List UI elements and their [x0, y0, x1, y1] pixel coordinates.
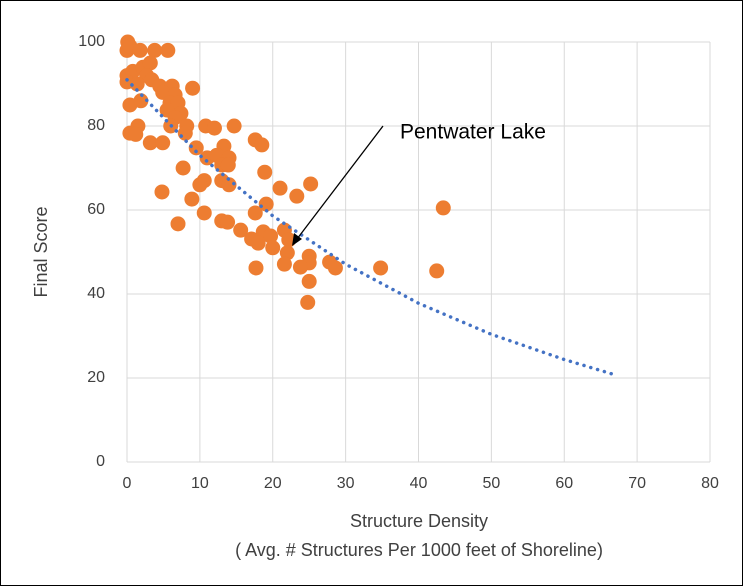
- point: [185, 80, 201, 96]
- point: [247, 205, 263, 221]
- y-tick-label: 80: [87, 117, 105, 134]
- y-tick-label: 100: [78, 33, 105, 50]
- point: [258, 196, 274, 212]
- point: [257, 164, 273, 180]
- point: [155, 84, 171, 100]
- x-tick-label: 40: [410, 475, 428, 492]
- point: [250, 235, 266, 251]
- x-tick-label: 30: [337, 475, 355, 492]
- point: [300, 294, 316, 310]
- point: [301, 273, 317, 289]
- point: [429, 263, 445, 279]
- point: [327, 260, 343, 276]
- plot: [119, 34, 614, 376]
- point: [175, 160, 191, 176]
- point: [254, 137, 270, 153]
- point: [160, 42, 176, 58]
- point: [272, 180, 288, 196]
- point: [226, 118, 242, 134]
- x-axis-label: ( Avg. # Structures Per 1000 feet of Sho…: [235, 540, 603, 560]
- x-tick-label: 20: [264, 475, 282, 492]
- annotation-arrow: [296, 125, 384, 240]
- x-tick-label: 80: [701, 475, 719, 492]
- x-tick-label: 0: [123, 475, 132, 492]
- point: [142, 135, 158, 151]
- point: [132, 42, 148, 58]
- x-tick-label: 60: [555, 475, 573, 492]
- point: [265, 240, 281, 256]
- annotation: Pentwater Lake: [400, 121, 546, 144]
- point: [292, 259, 308, 275]
- point: [279, 245, 295, 261]
- point: [289, 188, 305, 204]
- y-axis-label: Final Score: [31, 206, 51, 297]
- x-axis-label: Structure Density: [350, 511, 488, 531]
- point: [129, 76, 145, 92]
- point: [220, 157, 236, 173]
- point: [373, 260, 389, 276]
- point: [196, 205, 212, 221]
- point: [303, 176, 319, 192]
- point: [233, 222, 249, 238]
- point: [276, 256, 292, 272]
- point: [192, 177, 208, 193]
- point: [184, 191, 200, 207]
- x-tick-label: 70: [628, 475, 646, 492]
- point: [206, 120, 222, 136]
- point: [142, 55, 158, 71]
- y-tick-label: 60: [87, 201, 105, 218]
- point: [155, 135, 171, 151]
- point: [154, 184, 170, 200]
- point: [133, 93, 149, 109]
- point: [177, 125, 193, 141]
- point: [248, 260, 264, 276]
- point: [188, 140, 204, 156]
- point: [147, 42, 163, 58]
- point: [263, 228, 279, 244]
- point: [221, 177, 237, 193]
- point: [128, 126, 144, 142]
- y-tick-label: 0: [96, 453, 105, 470]
- x-tick-label: 50: [482, 475, 500, 492]
- point: [170, 216, 186, 232]
- point: [220, 214, 236, 230]
- trendline: [125, 78, 614, 376]
- point: [435, 200, 451, 216]
- y-tick-label: 20: [87, 369, 105, 386]
- y-tick-label: 40: [87, 285, 105, 302]
- x-tick-label: 10: [191, 475, 209, 492]
- grid: 0 20 40 60 80 100 0 10 20 30 40 50 60 70 80: [78, 33, 719, 492]
- arrow-head: [292, 233, 302, 246]
